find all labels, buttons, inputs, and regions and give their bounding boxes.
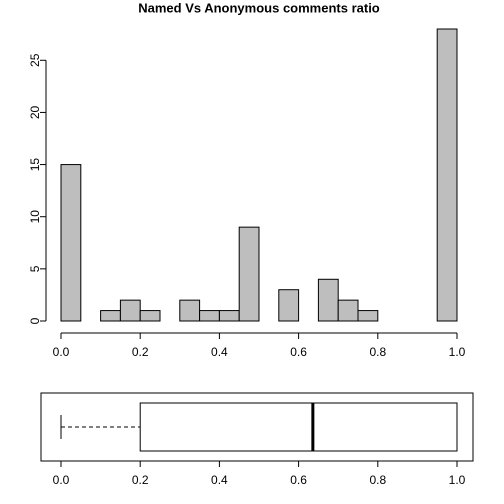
y-tick-label: 0 <box>28 317 42 324</box>
bar <box>60 164 82 322</box>
bar <box>238 226 260 322</box>
bar <box>317 278 339 322</box>
bar <box>139 310 161 322</box>
bar <box>357 310 379 322</box>
bar <box>278 289 300 322</box>
x-tick-label: 0.8 <box>369 345 386 359</box>
x-tick-label: 0.0 <box>53 345 70 359</box>
chart-title: Named Vs Anonymous comments ratio <box>138 0 380 15</box>
x-tick-label: 0.2 <box>132 473 149 487</box>
bar <box>436 28 458 322</box>
x-tick-label: 0.6 <box>290 345 307 359</box>
x-tick-label: 1.0 <box>449 345 466 359</box>
y-tick-label: 5 <box>28 265 42 272</box>
y-tick-label: 10 <box>28 210 42 224</box>
x-tick-label: 0.4 <box>211 345 228 359</box>
y-tick-label: 20 <box>28 105 42 119</box>
bar <box>179 299 201 322</box>
bar <box>119 299 141 322</box>
x-tick-label: 1.0 <box>449 473 466 487</box>
x-tick-label: 0.8 <box>369 473 386 487</box>
box <box>139 402 458 452</box>
bar <box>100 310 121 322</box>
bar <box>199 310 220 322</box>
x-tick-label: 0.4 <box>211 473 228 487</box>
bar <box>337 299 359 322</box>
x-tick-label: 0.2 <box>132 345 149 359</box>
y-tick-label: 25 <box>28 53 42 67</box>
bar <box>218 310 240 322</box>
x-tick-label: 0.6 <box>290 473 307 487</box>
x-tick-label: 0.0 <box>53 473 70 487</box>
y-tick-label: 15 <box>28 158 42 172</box>
